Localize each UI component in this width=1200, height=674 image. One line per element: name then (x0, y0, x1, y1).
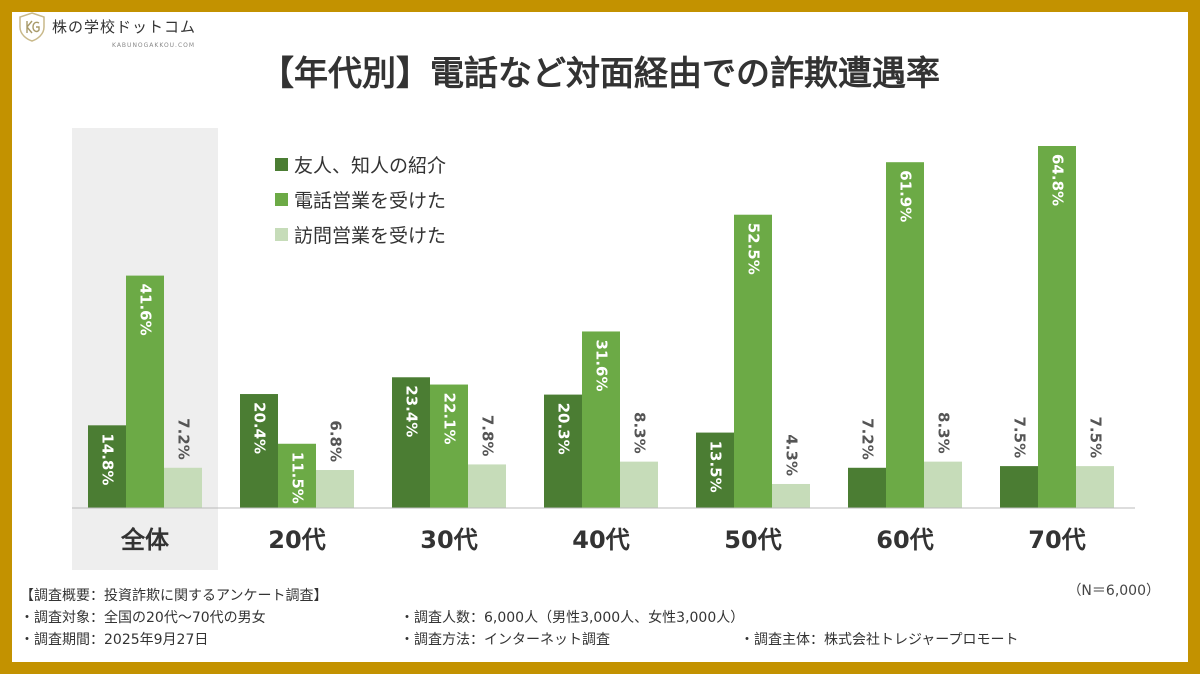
data-label: 11.5% (289, 452, 307, 504)
bar (126, 275, 164, 508)
bar (772, 483, 810, 508)
data-label: 4.3% (783, 434, 801, 476)
footer-heading: 【調査概要：投資詐欺に関するアンケート調査】 (20, 588, 328, 604)
data-label: 61.9% (897, 170, 915, 222)
data-label: 14.8% (99, 433, 117, 485)
shield-logo-icon (19, 12, 45, 42)
bar (582, 331, 620, 508)
footer-item: ・調査対象：全国の20代～70代の男女 (20, 610, 266, 626)
data-label: 31.6% (593, 339, 611, 391)
legend-label: 友人、知人の紹介 (294, 155, 446, 177)
category-label: 60代 (876, 526, 933, 554)
bar (88, 425, 126, 508)
footer-row: ・調査期間：2025年9月27日 ・調査方法：インターネット調査 ・調査主体：株… (20, 629, 1018, 651)
data-label: 7.2% (859, 418, 877, 460)
bar (164, 467, 202, 508)
footer-item: ・調査主体：株式会社トレジャープロモート (740, 632, 1019, 648)
data-label: 8.3% (935, 412, 953, 454)
bar (240, 394, 278, 508)
data-label: 20.3% (555, 403, 573, 455)
logo-subtitle: KABUNOGAKKOU.COM (112, 42, 196, 49)
data-label: 7.2% (175, 418, 193, 460)
bar (696, 432, 734, 508)
chart-title: 【年代別】電話など対面経由での詐欺遭遇率 (260, 54, 940, 94)
footer-item: ・調査人数：6,000人（男性3,000人、女性3,000人） (400, 610, 745, 626)
bar (620, 461, 658, 508)
data-label: 13.5% (707, 441, 725, 493)
category-label: 30代 (420, 526, 477, 554)
data-label: 7.5% (1087, 416, 1105, 458)
bar (430, 384, 468, 508)
data-label: 20.4% (251, 402, 269, 454)
legend-label: 訪問営業を受けた (294, 225, 446, 247)
bar (392, 377, 430, 508)
bar (278, 443, 316, 508)
bar (886, 162, 924, 508)
bar (924, 461, 962, 508)
data-label: 8.3% (631, 412, 649, 454)
legend-marker (275, 158, 288, 171)
category-label: 40代 (572, 526, 629, 554)
legend-marker (275, 228, 288, 241)
bar (1038, 146, 1076, 508)
data-label: 52.5% (745, 223, 763, 275)
logo: 株の学校ドットコム (18, 12, 196, 42)
category-label: 50代 (724, 526, 781, 554)
sample-size: （N＝6,000） (1067, 583, 1160, 599)
data-label: 7.5% (1011, 416, 1029, 458)
category-label: 70代 (1028, 526, 1085, 554)
bar (316, 470, 354, 508)
legend-marker (275, 193, 288, 206)
logo-name: 株の学校ドットコム (52, 18, 197, 36)
bar (1076, 466, 1114, 508)
data-label: 41.6% (137, 284, 155, 336)
bar (468, 464, 506, 508)
footer-row: ・調査対象：全国の20代～70代の男女 ・調査人数：6,000人（男性3,000… (20, 607, 1018, 629)
data-label: 23.4% (403, 385, 421, 437)
survey-footer: 【調査概要：投資詐欺に関するアンケート調査】 ・調査対象：全国の20代～70代の… (20, 585, 1018, 651)
bar (848, 467, 886, 508)
category-label: 全体 (120, 526, 170, 554)
data-label: 22.1% (441, 393, 459, 445)
category-label: 20代 (268, 526, 325, 554)
data-label: 64.8% (1049, 154, 1067, 206)
legend-label: 電話営業を受けた (294, 190, 446, 212)
data-label: 7.8% (479, 415, 497, 457)
footer-item: ・調査期間：2025年9月27日 (20, 632, 209, 648)
bar (1000, 466, 1038, 508)
bar (544, 394, 582, 508)
bar (734, 214, 772, 509)
data-label: 6.8% (327, 420, 345, 462)
footer-item: ・調査方法：インターネット調査 (400, 632, 610, 648)
